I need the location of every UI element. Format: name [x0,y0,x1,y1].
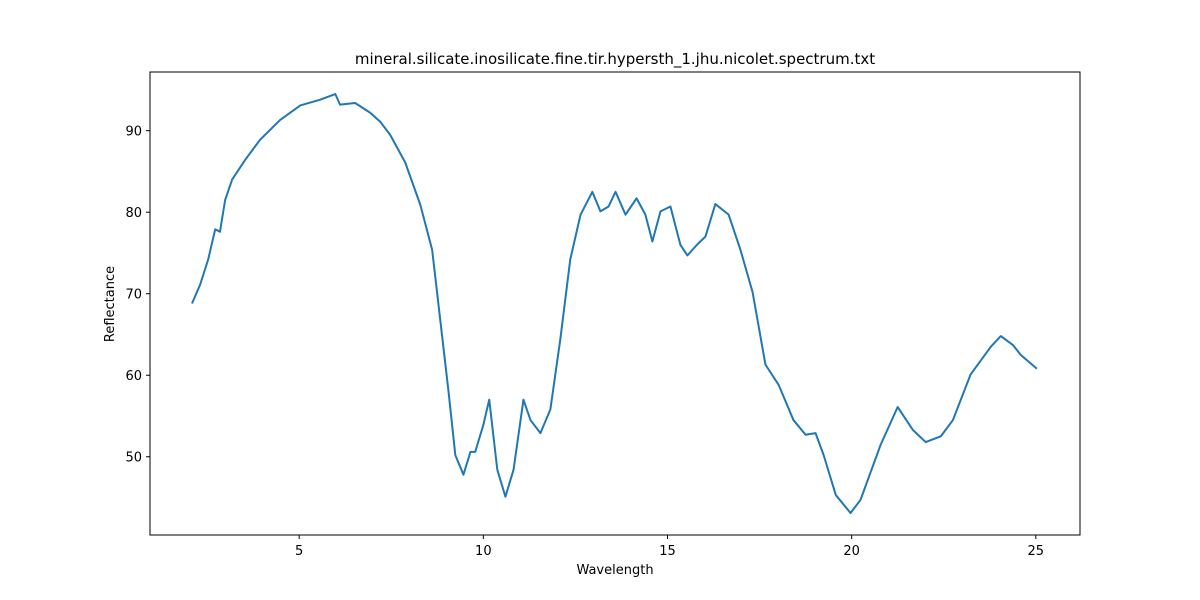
x-tick-label: 10 [475,544,492,559]
x-tick-label: 15 [659,544,676,559]
chart-title: mineral.silicate.inosilicate.fine.tir.hy… [355,50,875,69]
y-tick-label: 50 [125,451,142,466]
plot-frame [149,71,1081,536]
spectrum-line [191,93,1038,514]
y-tick-label: 90 [125,125,142,140]
x-tick-label: 25 [1028,544,1045,559]
x-tick-label: 20 [843,544,860,559]
x-axis-label: Wavelength [576,563,653,578]
x-tick-label: 5 [295,544,303,559]
y-tick-label: 70 [125,288,142,303]
y-tick-label: 60 [125,369,142,384]
y-axis-label: Reflectance [103,266,118,342]
y-tick-label: 80 [125,206,142,221]
